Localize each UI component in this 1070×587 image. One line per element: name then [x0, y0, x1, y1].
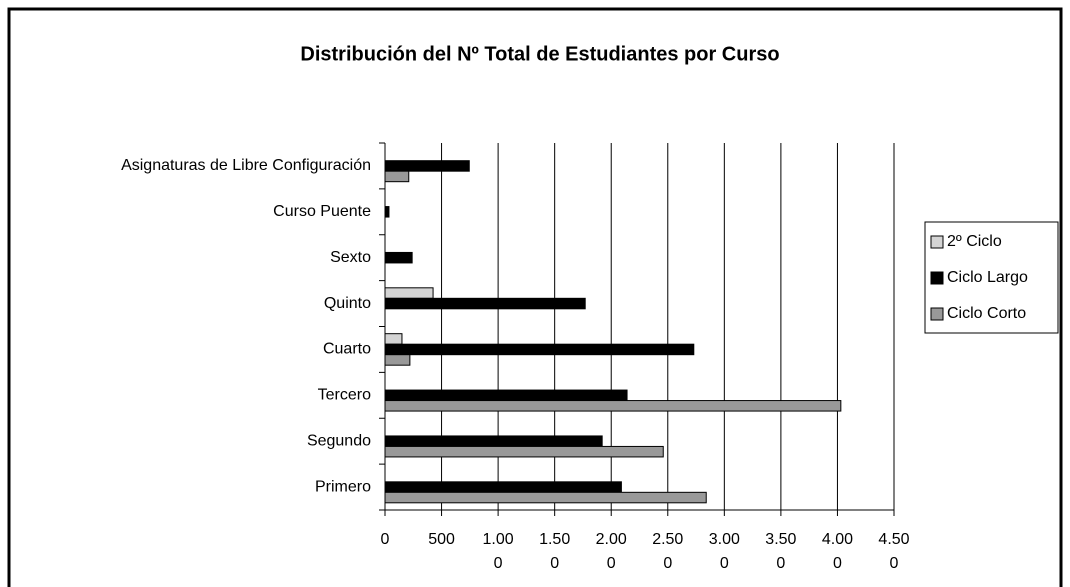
bar: [384, 435, 603, 447]
y-tick-label: Asignaturas de Libre Configuración: [121, 157, 371, 174]
x-tick-label: 3.500: [765, 531, 797, 572]
bar: [384, 445, 664, 458]
bar: [384, 333, 403, 345]
bar: [384, 343, 695, 356]
bar: [384, 491, 707, 504]
x-tick-label: 0: [380, 531, 390, 548]
legend-swatch: [930, 307, 944, 321]
x-tick-label: 4.000: [821, 531, 853, 572]
bar: [384, 287, 434, 299]
legend-label: Ciclo Corto: [947, 305, 1026, 322]
y-tick-label: Quinto: [324, 295, 371, 312]
y-tick-label: Cuarto: [323, 341, 371, 358]
x-tick-label: 1.000: [482, 531, 514, 572]
bar: [384, 400, 842, 412]
bar: [384, 251, 413, 264]
chart-title: Distribución del Nº Total de Estudiantes…: [300, 43, 779, 65]
x-tick-label: 500: [428, 531, 455, 548]
x-tick-label: 2.000: [595, 531, 627, 572]
bar: [384, 481, 622, 493]
y-tick-label: Curso Puente: [273, 203, 371, 220]
bar: [384, 160, 470, 172]
x-tick-label: 4.500: [878, 531, 910, 572]
legend-label: Ciclo Largo: [947, 269, 1028, 286]
y-tick-label: Tercero: [318, 387, 371, 404]
y-tick-label: Segundo: [307, 432, 371, 449]
legend-box: [924, 221, 1059, 334]
frame: [7, 7, 1063, 587]
y-tick-label: Primero: [315, 478, 371, 495]
bar: [384, 170, 410, 183]
y-tick-label: Sexto: [330, 249, 371, 266]
bar: [384, 297, 586, 310]
bar: [384, 354, 411, 366]
bar: [384, 389, 628, 402]
x-tick-label: 3.000: [708, 531, 740, 572]
bar: [384, 206, 390, 218]
x-tick-label: 2.500: [652, 531, 684, 572]
legend-swatch: [930, 235, 944, 249]
x-tick-label: 1.500: [539, 531, 571, 572]
legend-swatch: [930, 271, 944, 285]
legend-label: 2º Ciclo: [947, 233, 1002, 250]
